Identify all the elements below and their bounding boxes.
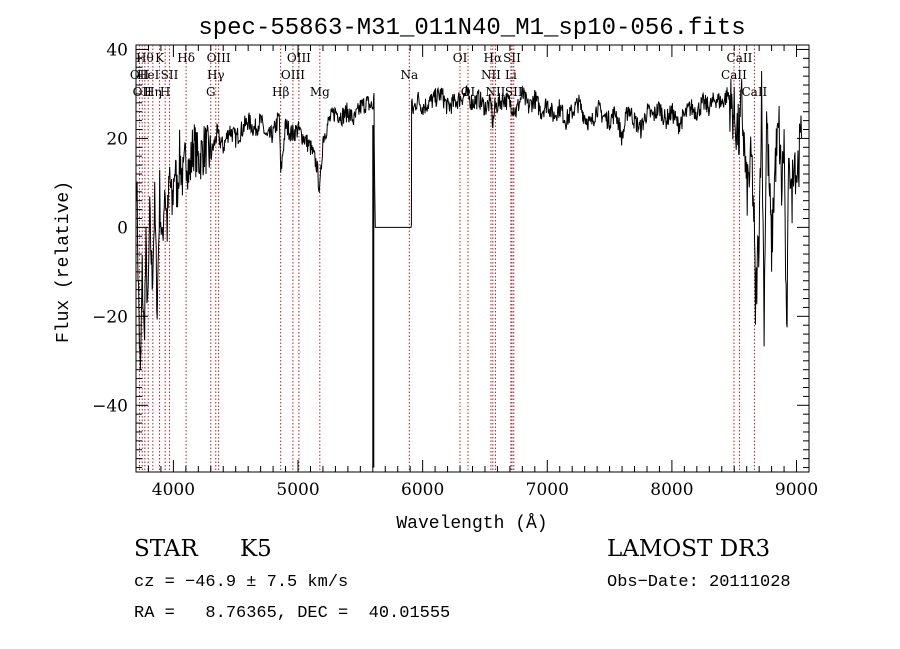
line-marker-label: SII (161, 68, 179, 82)
line-marker-label: Hα (484, 51, 503, 65)
axes: 4000 5000 6000 7000 8000 9000 −40 −20 0 20 40 (92, 40, 818, 500)
x-tick-label: 8000 (650, 480, 693, 500)
line-marker-label: CaII (727, 51, 753, 65)
y-tick-label: −40 (92, 396, 128, 416)
chart-title: spec-55863-M31_011N40_M1_sp10-056.fits (198, 15, 745, 42)
x-tick-label: 5000 (276, 480, 319, 500)
line-marker-label: Hθ (136, 51, 154, 65)
line-marker-label: OII (130, 68, 150, 82)
line-marker-label: OIII (287, 51, 311, 65)
x-tick-label: 7000 (526, 480, 569, 500)
line-marker-label: OIII (207, 51, 231, 65)
y-tick-label: −20 (92, 307, 128, 327)
line-marker-label: K (155, 51, 165, 65)
object-subclass: K5 (240, 536, 272, 562)
line-marker-label: OII (133, 85, 153, 99)
line-marker-label: OIII (281, 68, 305, 82)
line-marker-label: SII (503, 51, 521, 65)
x-tick-label: 4000 (152, 480, 195, 500)
y-tick-label: 0 (117, 218, 128, 238)
x-axis-label: Wavelength (Å) (396, 513, 547, 534)
line-marker-label: NII (485, 85, 505, 99)
line-marker-label: Mg (310, 85, 330, 99)
line-marker-label: Li (505, 68, 517, 82)
line-marker-label: Hη (144, 85, 162, 99)
y-tick-label: 40 (106, 40, 128, 60)
x-tick-label: 6000 (401, 480, 444, 500)
survey-name: LAMOST DR3 (607, 536, 771, 562)
line-marker-label: CaII (721, 68, 747, 82)
y-axis-label: Flux (relative) (54, 181, 74, 343)
ra-dec-coordinates: RA = 8.76365, DEC = 40.01555 (134, 604, 451, 623)
line-marker-label: Hγ (207, 68, 225, 82)
redshift-velocity: cz = −46.9 ± 7.5 km/s (134, 573, 349, 592)
y-tick-label: 20 (106, 129, 128, 149)
line-marker-label: OI (453, 51, 468, 65)
line-marker-label: H (160, 85, 170, 99)
spectrum-line (136, 70, 802, 370)
x-tick-label: 9000 (775, 480, 818, 500)
spectral-line-labels: OII OII Hθ HeI Hη K H SII Hδ G Hγ OIII Hβ OIII OIII Mg N… (130, 51, 768, 99)
line-marker-label: G (206, 85, 216, 99)
line-marker-label: Hδ (177, 51, 195, 65)
line-marker-label: NII (481, 68, 501, 82)
line-marker-label: Na (400, 68, 418, 82)
line-marker-label: SII (505, 85, 523, 99)
line-marker-label: HeI (137, 68, 160, 82)
observation-date: Obs−Date: 20111028 (607, 573, 791, 592)
line-marker-label: Hβ (272, 85, 289, 99)
object-class: STAR (134, 536, 198, 562)
line-marker-label: CaII (741, 85, 767, 99)
